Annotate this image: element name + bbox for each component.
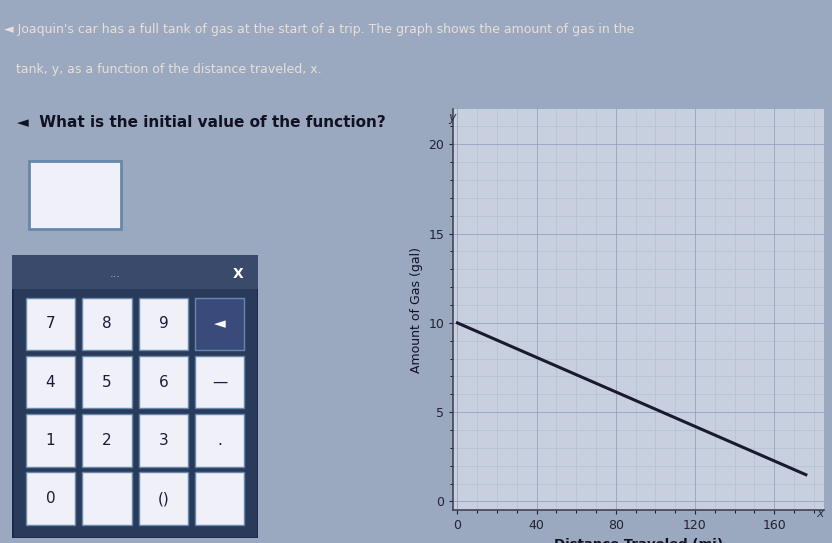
FancyBboxPatch shape — [12, 255, 258, 538]
Text: ◄  What is the initial value of the function?: ◄ What is the initial value of the funct… — [17, 115, 385, 130]
Text: X: X — [233, 267, 244, 281]
FancyBboxPatch shape — [196, 472, 245, 525]
FancyBboxPatch shape — [26, 298, 75, 350]
FancyBboxPatch shape — [82, 356, 131, 408]
FancyBboxPatch shape — [29, 161, 121, 229]
Text: 8: 8 — [102, 317, 111, 331]
Text: 4: 4 — [46, 375, 56, 389]
Text: ...: ... — [110, 269, 121, 279]
Text: 2: 2 — [102, 433, 111, 448]
Text: tank, y, as a function of the distance traveled, x.: tank, y, as a function of the distance t… — [4, 63, 322, 76]
Text: 9: 9 — [159, 317, 168, 331]
Text: 5: 5 — [102, 375, 111, 389]
FancyBboxPatch shape — [139, 356, 188, 408]
Y-axis label: Amount of Gas (gal): Amount of Gas (gal) — [410, 247, 423, 372]
X-axis label: Distance Traveled (mi): Distance Traveled (mi) — [554, 538, 723, 543]
Text: (): () — [157, 491, 169, 506]
FancyBboxPatch shape — [196, 414, 245, 466]
Text: ◄ Joaquin's car has a full tank of gas at the start of a trip. The graph shows t: ◄ Joaquin's car has a full tank of gas a… — [4, 23, 635, 36]
FancyBboxPatch shape — [139, 298, 188, 350]
Text: .: . — [217, 433, 222, 448]
Text: x: x — [816, 507, 824, 520]
FancyBboxPatch shape — [26, 356, 75, 408]
FancyBboxPatch shape — [12, 255, 258, 289]
Text: 7: 7 — [46, 317, 56, 331]
FancyBboxPatch shape — [82, 298, 131, 350]
Text: 0: 0 — [46, 491, 56, 506]
Text: ◄: ◄ — [214, 317, 225, 331]
Text: 1: 1 — [46, 433, 56, 448]
FancyBboxPatch shape — [26, 414, 75, 466]
FancyBboxPatch shape — [82, 414, 131, 466]
FancyBboxPatch shape — [139, 472, 188, 525]
Text: 3: 3 — [159, 433, 168, 448]
Text: 6: 6 — [159, 375, 168, 389]
FancyBboxPatch shape — [82, 472, 131, 525]
FancyBboxPatch shape — [26, 472, 75, 525]
FancyBboxPatch shape — [139, 414, 188, 466]
FancyBboxPatch shape — [196, 356, 245, 408]
Text: y: y — [448, 111, 455, 124]
FancyBboxPatch shape — [196, 298, 245, 350]
Text: —: — — [212, 375, 227, 389]
